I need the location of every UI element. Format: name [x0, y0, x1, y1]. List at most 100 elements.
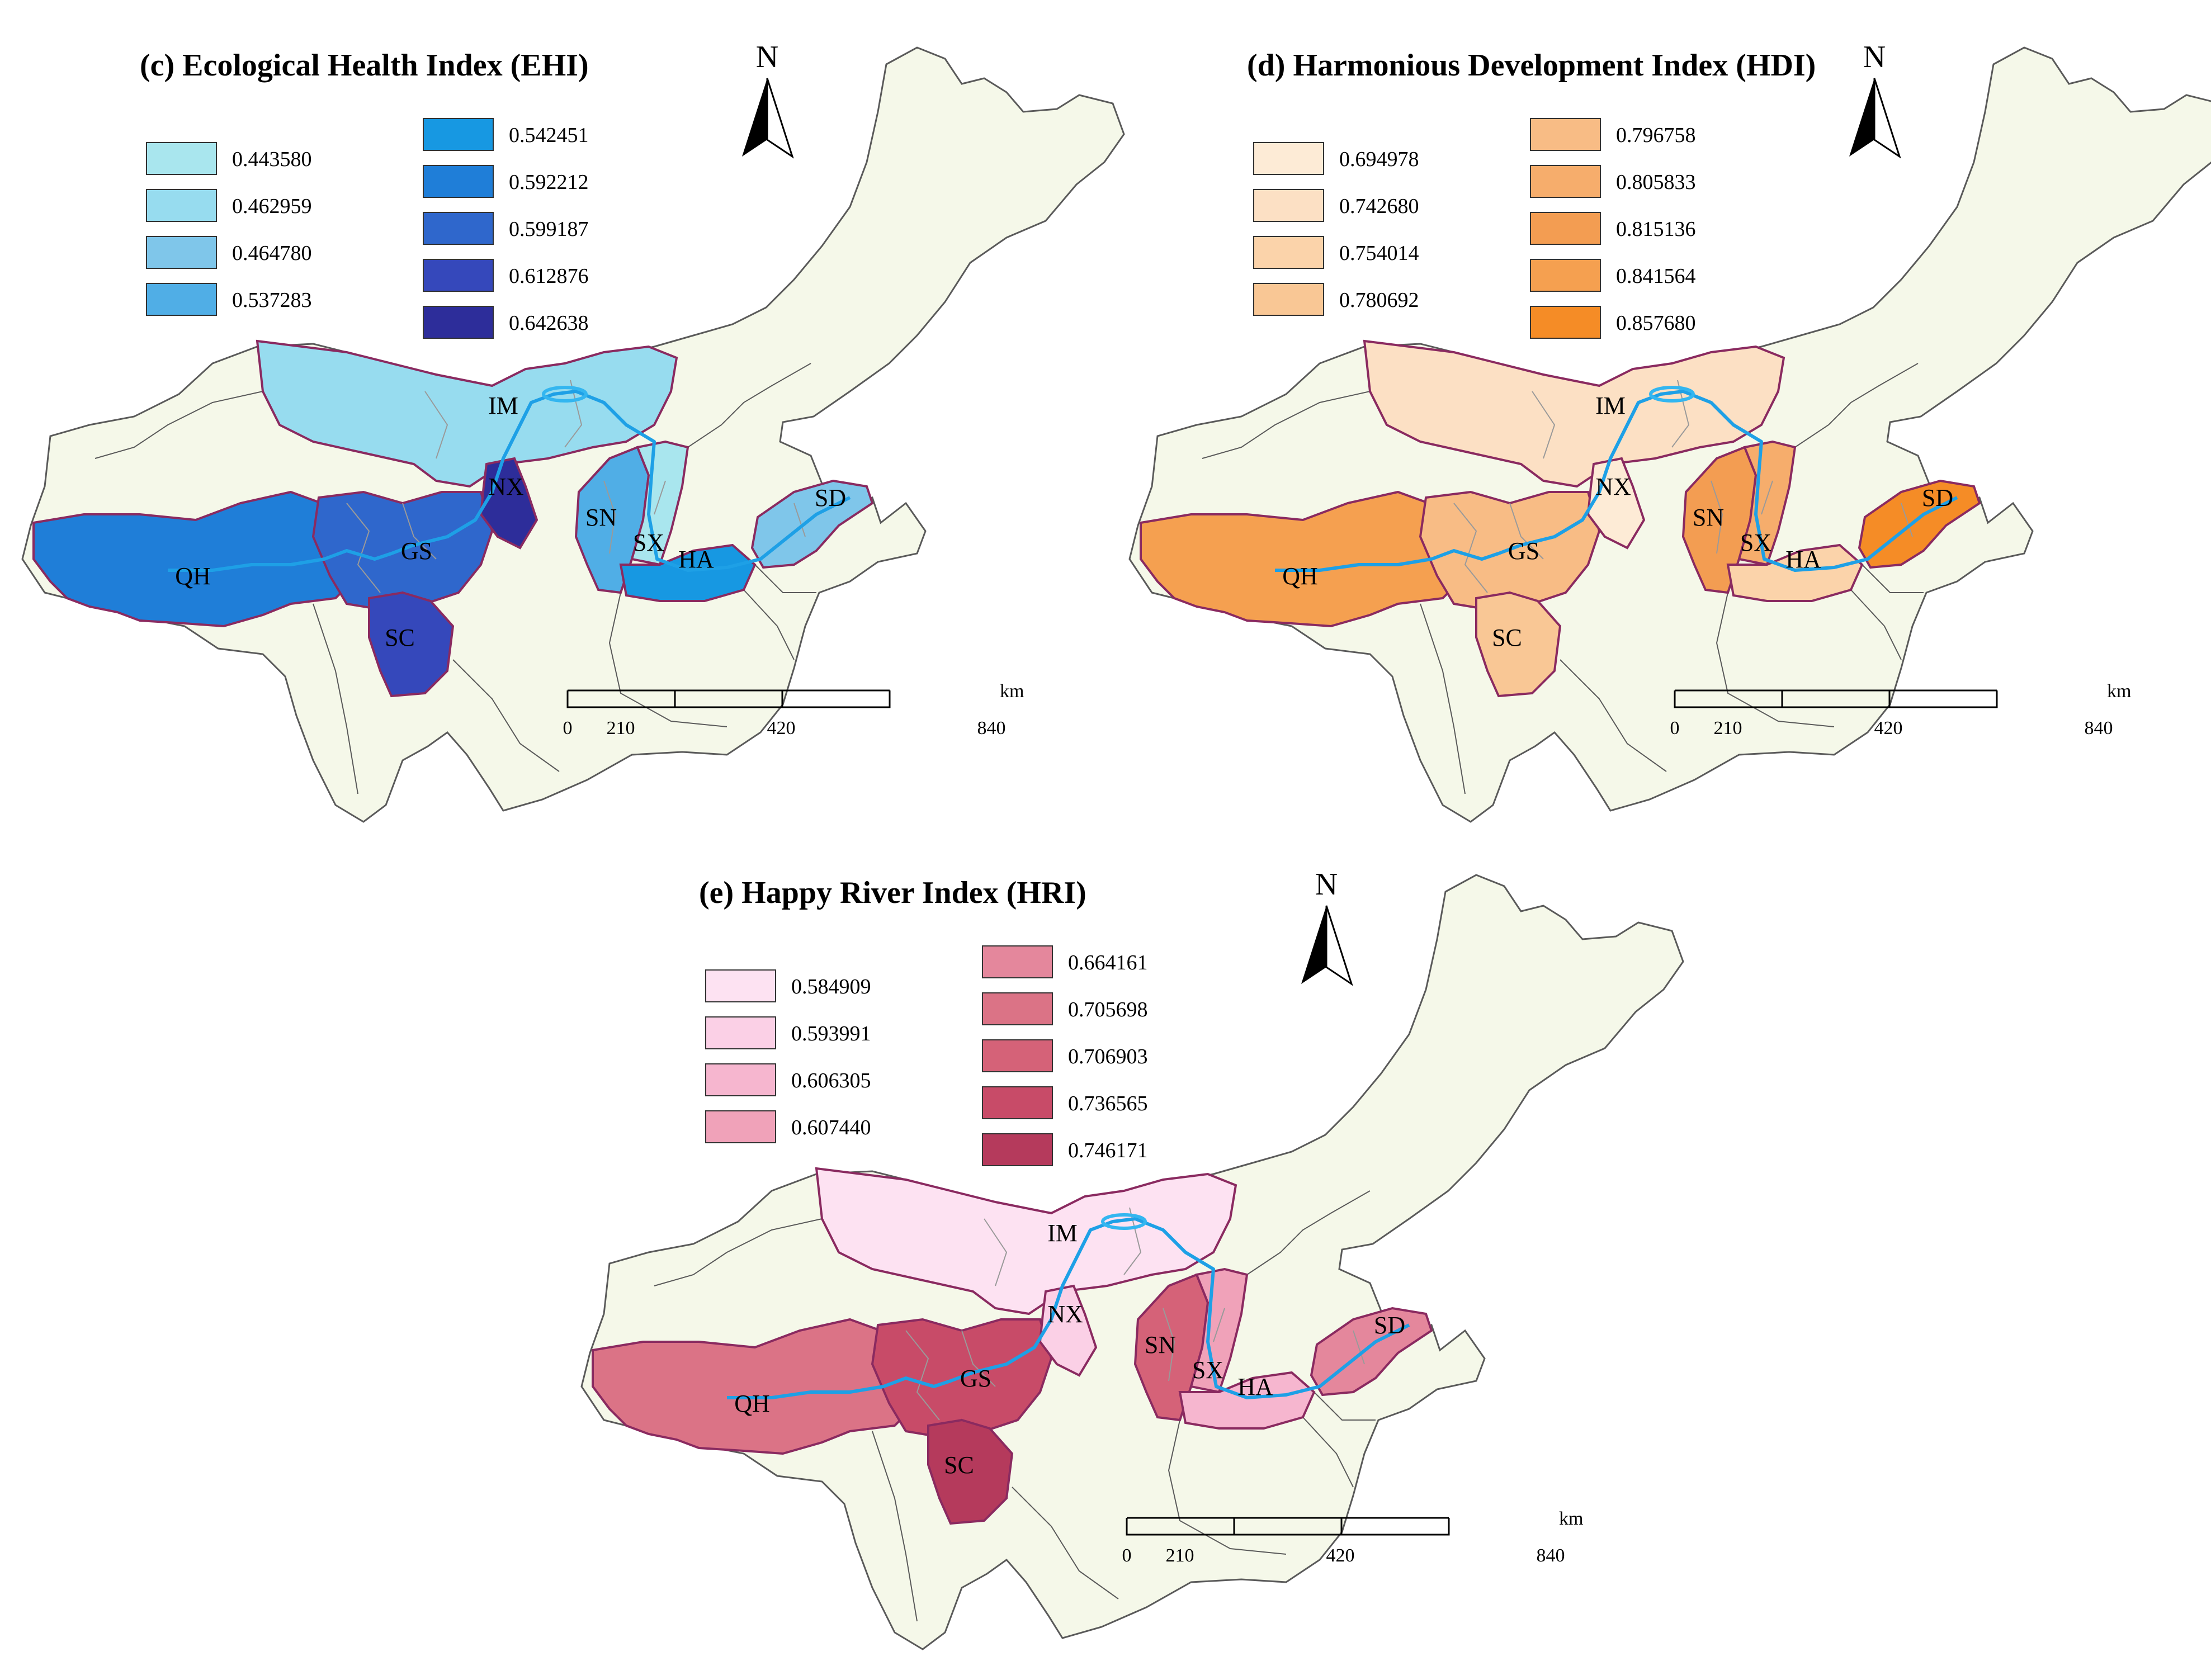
panel-d: IM NX GS QH SC SN SX HA SD (d) Harmonious Develop… [1128, 40, 2211, 823]
province-label-im: IM [1047, 1219, 1078, 1247]
county-border [905, 1330, 940, 1421]
scale-bar-unit: km [1000, 681, 1024, 702]
county-border [654, 480, 666, 515]
north-arrow-left [1301, 906, 1326, 984]
scale-bar-label: 420 [1874, 718, 1903, 739]
legend-swatch [982, 1133, 1053, 1166]
panel-title: (d) Harmonious Development Index (HDI) [1247, 48, 1816, 83]
legend-swatch [1253, 142, 1324, 175]
panel-c: IM NX GS QH SC SN SX HA SD (c) Ecological Health … [21, 40, 1125, 823]
legend-swatch [146, 142, 217, 175]
county-border [1509, 503, 1544, 560]
legend-label: 0.607440 [791, 1116, 871, 1139]
legend-swatch [423, 165, 494, 198]
legend: 0.694978 0.742680 0.754014 0.780692 0.796758… [1253, 118, 1696, 339]
north-arrow-icon: N [1301, 867, 1353, 986]
north-label: N [1315, 867, 1338, 902]
legend-swatch [1530, 118, 1601, 151]
scale-bar-label: 0 [1122, 1545, 1132, 1566]
province-label-sc: SC [1492, 624, 1522, 651]
base-map-border [1850, 589, 1902, 660]
legend-swatch [146, 236, 217, 269]
north-arrow-left [742, 78, 767, 157]
scale-bar-label: 420 [767, 718, 796, 739]
legend-swatch [1530, 306, 1601, 339]
legend-label: 0.599187 [509, 217, 589, 241]
legend-label: 0.742680 [1339, 195, 1419, 218]
base-map-border [95, 391, 263, 459]
legend-label: 0.780692 [1339, 288, 1419, 312]
county-border [564, 380, 583, 448]
legend-swatch [982, 945, 1053, 978]
north-arrow-left [1849, 78, 1874, 157]
legend-swatch [1530, 212, 1601, 245]
legend-label: 0.796758 [1616, 124, 1696, 147]
legend-label: 0.593991 [791, 1022, 871, 1045]
scale-bar-label: 210 [607, 718, 635, 739]
legend-swatch [705, 1016, 776, 1049]
legend-swatch [1253, 283, 1324, 316]
legend-label: 0.841564 [1616, 264, 1696, 288]
legend-label: 0.537283 [232, 288, 312, 312]
scale-bar-line [1675, 689, 1783, 707]
scale-bar-line [675, 689, 891, 708]
province-label-sd: SD [1374, 1312, 1405, 1339]
legend-label: 0.754014 [1339, 242, 1419, 265]
scale-bar: 0 210 420 840 km [563, 681, 1024, 739]
legend-label: 0.542451 [509, 124, 589, 147]
base-map-border [1314, 1392, 1376, 1421]
north-arrow-right [1873, 78, 1901, 159]
base-map-border [1012, 1487, 1119, 1599]
county-border [1761, 480, 1773, 515]
county-border [793, 503, 806, 537]
county-border [1353, 1330, 1365, 1365]
legend-label: 0.706903 [1068, 1045, 1148, 1068]
legend-label: 0.612876 [509, 264, 589, 288]
base-map-border [1202, 391, 1371, 459]
province-label-sd: SD [1922, 484, 1953, 512]
province-label-sn: SN [585, 504, 617, 531]
province-label-im: IM [488, 392, 518, 419]
legend-label: 0.443580 [232, 148, 312, 171]
legend-label: 0.746171 [1068, 1139, 1148, 1162]
legend-swatch [423, 212, 494, 245]
river-lake [1649, 386, 1695, 403]
legend-label: 0.606305 [791, 1069, 871, 1092]
province-label-sx: SX [633, 529, 664, 556]
legend-label: 0.805833 [1616, 171, 1696, 194]
base-map-border [1716, 592, 1835, 727]
scale-bar-label: 840 [2085, 718, 2113, 739]
base-map-border [1560, 659, 1667, 772]
county-border [984, 1218, 1008, 1286]
base-map-border [1246, 1190, 1371, 1275]
province-label-nx: NX [1595, 473, 1631, 500]
province-label-gs: GS [1508, 537, 1539, 565]
scale-bar-label: 0 [1670, 718, 1680, 739]
scale-bar-line [1782, 689, 1998, 708]
province-label-sn: SN [1145, 1331, 1176, 1359]
scale-bar-label: 210 [1714, 718, 1742, 739]
legend-swatch [705, 969, 776, 1002]
north-label: N [1863, 40, 1886, 74]
county-border [1671, 380, 1690, 448]
scale-bar: 0 210 420 840 km [1670, 681, 2132, 739]
county-border [346, 503, 381, 593]
legend-swatch [982, 1086, 1053, 1119]
north-arrow-right [1325, 905, 1353, 986]
legend-swatch [982, 992, 1053, 1025]
legend-swatch [1253, 236, 1324, 269]
county-border [1901, 503, 1913, 537]
province-label-ha: HA [1237, 1373, 1273, 1400]
legend-label: 0.815136 [1616, 217, 1696, 241]
province-label-ha: HA [678, 546, 714, 573]
base-map-border [743, 589, 795, 660]
base-map-border [1168, 1419, 1287, 1555]
scale-bar: 0 210 420 840 km [1122, 1508, 1584, 1566]
legend-label: 0.642638 [509, 311, 589, 335]
north-arrow-icon: N [742, 40, 794, 159]
base-map-border [1794, 363, 1919, 448]
scale-bar-label: 840 [1537, 1545, 1565, 1566]
scale-bar-label: 840 [977, 718, 1006, 739]
base-map-border [1420, 603, 1466, 794]
legend-label: 0.705698 [1068, 998, 1148, 1021]
